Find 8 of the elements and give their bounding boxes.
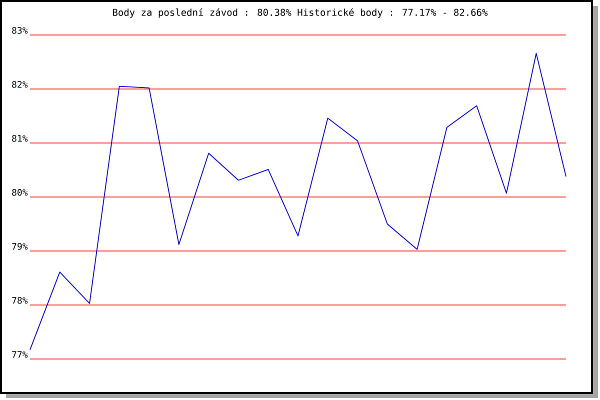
y-tick-label: 80% bbox=[12, 188, 28, 196]
chart-title: Body za poslední závod : 80.38% Historické body : 77.17% - 82.66% bbox=[112, 8, 488, 18]
y-tick-label: 77% bbox=[12, 351, 28, 358]
y-tick-label: 78% bbox=[12, 296, 28, 304]
y-tick-label: 82% bbox=[12, 80, 28, 88]
y-tick-label: 83% bbox=[12, 26, 28, 34]
y-tick-label: 81% bbox=[12, 134, 28, 142]
y-tick-label: 79% bbox=[12, 242, 28, 250]
